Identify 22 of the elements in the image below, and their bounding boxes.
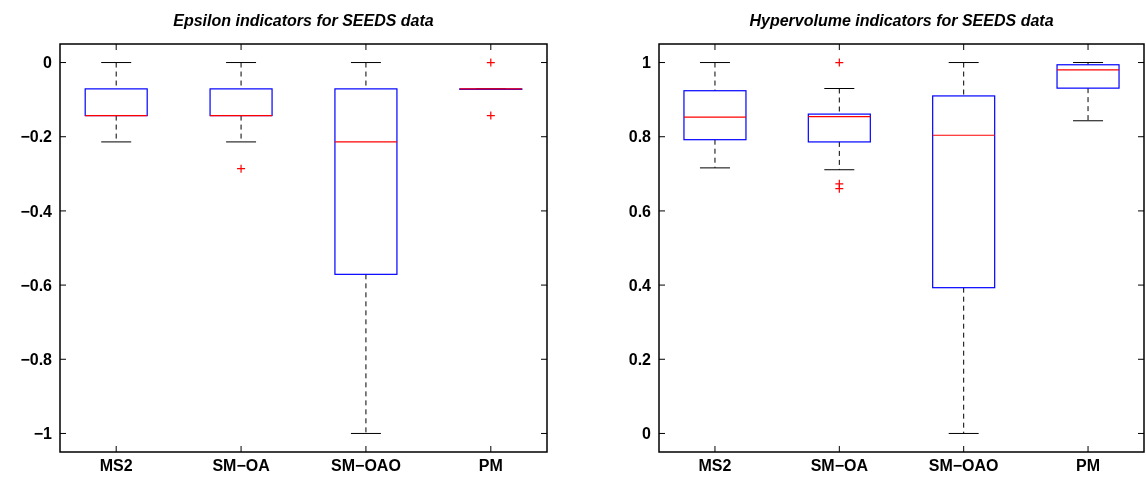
y-tick-label: −0.8	[20, 350, 53, 368]
y-tick-label: −1	[33, 425, 53, 443]
x-tick-label: SM−OA	[212, 457, 271, 474]
y-tick-label: 0	[43, 54, 53, 72]
y-tick-label: 0.6	[628, 202, 652, 220]
chart-title: Hypervolume indicators for SEEDS data	[749, 12, 1054, 29]
x-tick-label: PM	[1076, 457, 1101, 474]
y-tick-label: 1	[642, 54, 652, 72]
x-tick-label: MS2	[698, 457, 732, 474]
y-tick-label: 0.8	[628, 128, 652, 146]
y-tick-label: −0.6	[20, 276, 53, 294]
x-tick-label: MS2	[99, 457, 133, 474]
y-tick-label: 0.4	[628, 276, 652, 294]
chart-title: Epsilon indicators for SEEDS data	[173, 12, 434, 29]
y-tick-label: −0.2	[20, 128, 53, 146]
y-tick-label: 0	[642, 425, 652, 443]
x-tick-label: SM−OAO	[928, 457, 999, 474]
y-tick-label: −0.4	[20, 202, 53, 220]
x-tick-label: SM−OA	[810, 457, 869, 474]
x-tick-label: SM−OAO	[331, 457, 401, 474]
x-tick-label: PM	[478, 457, 503, 474]
y-tick-label: 0.2	[628, 350, 652, 368]
